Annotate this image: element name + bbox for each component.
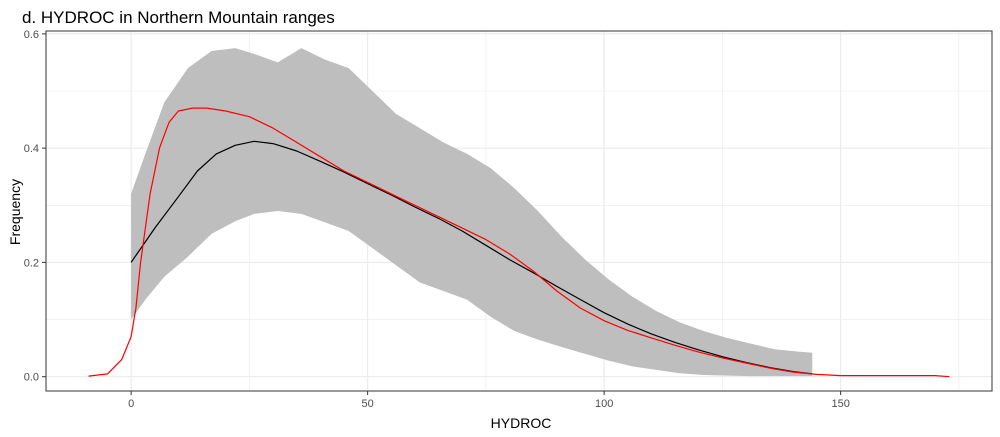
confidence-band bbox=[131, 48, 813, 377]
y-tick-label: 0.2 bbox=[24, 257, 39, 269]
x-tick-label: 150 bbox=[831, 398, 849, 410]
y-tick-label: 0.6 bbox=[24, 29, 39, 41]
y-ticks: 0.0 0.2 0.4 0.6 bbox=[24, 29, 46, 384]
x-tick-label: 0 bbox=[128, 398, 134, 410]
density-line bbox=[88, 107, 950, 378]
y-tick-label: 0.4 bbox=[24, 143, 39, 155]
x-ticks: 0 50 100 150 bbox=[128, 391, 850, 410]
x-tick-label: 100 bbox=[595, 398, 613, 410]
series-lines bbox=[88, 107, 950, 378]
x-tick-label: 50 bbox=[362, 398, 374, 410]
y-axis-title: Frequency bbox=[7, 179, 23, 245]
mean-line bbox=[130, 140, 813, 375]
x-axis-title: HYDROC bbox=[491, 415, 552, 431]
panel-border bbox=[45, 30, 993, 392]
band-layer bbox=[131, 48, 813, 377]
chart-title: d. HYDROC in Northern Mountain ranges bbox=[22, 8, 335, 27]
y-tick-label: 0.0 bbox=[24, 372, 39, 384]
